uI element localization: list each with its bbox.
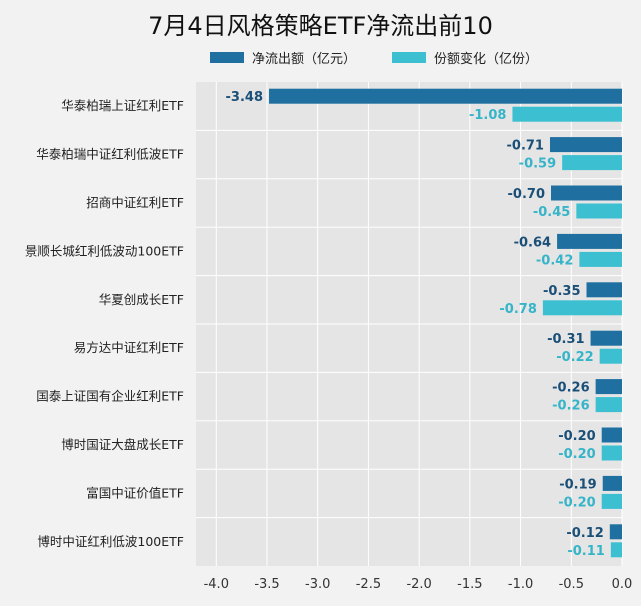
x-tick-label: -4.0	[204, 577, 229, 592]
legend-item-outflow: 净流出额（亿元）	[210, 48, 356, 67]
bar-outflow	[551, 185, 622, 201]
data-label-share-change: -0.78	[499, 302, 536, 317]
x-tick-label: -2.0	[406, 577, 431, 592]
data-label-share-change: -0.59	[519, 157, 556, 172]
category-label: 富国中证价值ETF	[86, 485, 184, 500]
bar-share-change	[610, 542, 622, 558]
bar-share-change	[562, 155, 622, 171]
bar-outflow	[269, 88, 622, 104]
data-label-share-change: -0.42	[536, 253, 573, 268]
bar-outflow	[595, 379, 622, 395]
data-label-outflow: -0.35	[543, 284, 580, 299]
x-tick-label: -1.0	[508, 577, 533, 592]
data-label-share-change: -0.20	[558, 495, 595, 510]
data-label-share-change: -0.20	[558, 447, 595, 462]
category-label: 国泰上证国有企业红利ETF	[36, 389, 184, 404]
bar-share-change	[542, 300, 622, 316]
data-label-share-change: -0.45	[533, 205, 570, 220]
bar-outflow	[557, 233, 622, 249]
bar-share-change	[576, 203, 622, 219]
data-label-outflow: -0.70	[508, 187, 545, 202]
legend: 净流出额（亿元） 份额变化（亿份）	[210, 48, 574, 67]
data-label-share-change: -1.08	[469, 108, 506, 123]
bar-share-change	[512, 106, 622, 122]
data-label-outflow: -0.26	[552, 381, 589, 396]
data-label-share-change: -0.22	[556, 350, 593, 365]
data-label-outflow: -0.12	[566, 526, 603, 541]
data-label-outflow: -0.31	[547, 332, 584, 347]
legend-swatch-outflow	[210, 51, 244, 63]
data-label-outflow: -0.19	[559, 477, 596, 492]
legend-item-share-change: 份额变化（亿份）	[392, 48, 538, 67]
bar-outflow	[601, 427, 622, 443]
bar-share-change	[601, 493, 622, 509]
x-tick-label: -0.5	[559, 577, 584, 592]
bar-outflow	[549, 137, 622, 153]
data-label-outflow: -3.48	[226, 90, 263, 105]
x-tick-label: 0.0	[612, 577, 633, 592]
category-label: 华泰柏瑞上证红利ETF	[61, 98, 184, 113]
chart-title: 7月4日风格策略ETF净流出前10	[148, 12, 493, 40]
bar-share-change	[579, 251, 622, 267]
data-label-outflow: -0.71	[507, 139, 544, 154]
bar-outflow	[590, 330, 622, 346]
data-label-outflow: -0.64	[514, 235, 551, 250]
x-tick-label: -3.5	[254, 577, 279, 592]
bar-share-change	[595, 397, 622, 413]
bar-outflow	[602, 475, 622, 491]
category-label: 博时中证红利低波100ETF	[37, 534, 184, 549]
data-label-share-change: -0.26	[552, 399, 589, 414]
legend-label-outflow: 净流出额（亿元）	[252, 51, 357, 67]
x-tick-label: -3.0	[305, 577, 330, 592]
bar-outflow	[609, 524, 622, 540]
category-label: 招商中证红利ETF	[86, 195, 184, 210]
legend-label-share-change: 份额变化（亿份）	[434, 51, 539, 67]
category-label: 华泰柏瑞中证红利低波ETF	[36, 147, 184, 162]
category-label: 易方达中证红利ETF	[74, 340, 184, 355]
category-label: 华夏创成长ETF	[99, 292, 184, 307]
x-tick-label: -1.5	[457, 577, 482, 592]
category-label: 博时国证大盘成长ETF	[61, 437, 184, 452]
bar-share-change	[601, 445, 622, 461]
bar-share-change	[599, 348, 622, 364]
data-label-share-change: -0.11	[567, 544, 604, 559]
x-tick-label: -2.5	[356, 577, 381, 592]
category-label: 景顺长城红利低波动100ETF	[25, 243, 184, 258]
legend-swatch-share-change	[392, 51, 427, 63]
data-label-outflow: -0.20	[558, 429, 595, 444]
bar-outflow	[586, 282, 622, 298]
